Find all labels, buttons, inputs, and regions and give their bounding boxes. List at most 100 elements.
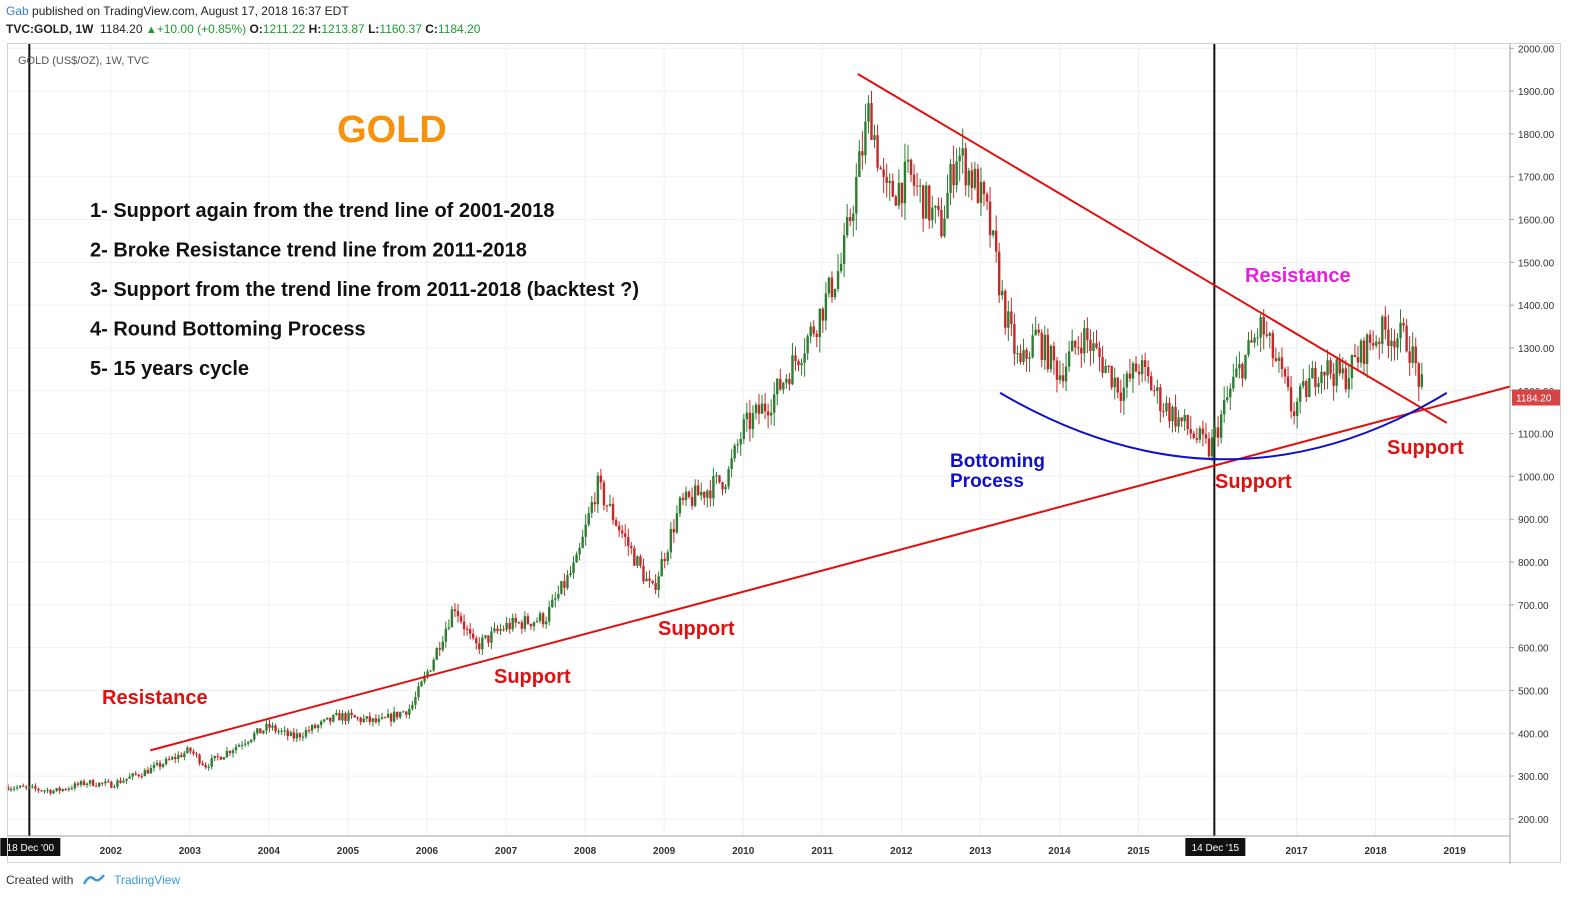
candle-body xyxy=(441,641,444,650)
x-tick-label: 2006 xyxy=(416,846,439,857)
note-3: 3- Support from the trend line from 2011… xyxy=(90,279,639,301)
candle-body xyxy=(684,491,688,501)
y-tick-label: 1800.00 xyxy=(1518,130,1555,141)
candle-body xyxy=(1067,351,1071,367)
candle-body xyxy=(338,713,341,721)
chart-title: GOLD (US$/OZ), 1W, TVC xyxy=(18,55,149,67)
candle-body xyxy=(1387,329,1390,346)
candle-body xyxy=(253,733,256,740)
candle-body xyxy=(548,607,551,622)
candle-body xyxy=(721,482,724,490)
tradingview-link[interactable]: TradingView xyxy=(114,873,181,887)
candle-body xyxy=(633,548,636,566)
candle-body xyxy=(1235,368,1238,377)
y-tick-label: 400.00 xyxy=(1518,729,1549,740)
candle-body xyxy=(493,628,496,632)
candle-body xyxy=(882,169,885,177)
candle-body xyxy=(1302,381,1305,387)
candle-body xyxy=(1192,433,1195,439)
note-1: 1- Support again from the trend line of … xyxy=(90,200,555,222)
candle-body xyxy=(602,482,606,506)
candle-body xyxy=(496,628,499,632)
candle-body xyxy=(1107,365,1110,367)
candle-body xyxy=(408,708,411,715)
candle-body xyxy=(395,711,399,718)
candle-body xyxy=(1074,340,1077,348)
candle-body xyxy=(268,723,271,728)
candle-body xyxy=(1195,438,1199,440)
candle-body xyxy=(432,659,435,671)
candle-body xyxy=(800,362,803,366)
candle-body xyxy=(1143,360,1147,367)
candle-body xyxy=(733,445,736,459)
candle-body xyxy=(994,230,998,252)
candle-body xyxy=(9,788,13,791)
candle-body xyxy=(122,780,125,783)
candle-body xyxy=(712,476,715,499)
candle-body xyxy=(1086,328,1089,340)
candle-body xyxy=(1247,340,1250,355)
author-link[interactable]: Gab xyxy=(6,4,29,18)
candle-body xyxy=(161,764,165,767)
candle-body xyxy=(997,251,1001,296)
candle-body xyxy=(478,643,481,650)
candle-body xyxy=(399,712,402,718)
candle-body xyxy=(505,622,508,630)
candle-body xyxy=(67,788,71,790)
candle-body xyxy=(915,185,919,187)
candle-body xyxy=(730,458,733,470)
low-value: 1160.37 xyxy=(379,22,422,36)
candle-body xyxy=(459,616,463,622)
candle-body xyxy=(1162,411,1165,413)
candle-body xyxy=(1165,402,1168,412)
note-2: 2- Broke Resistance trend line from 2011… xyxy=(90,240,527,262)
candle-body xyxy=(201,763,204,765)
candle-body xyxy=(1280,357,1284,369)
candle-body xyxy=(1207,438,1211,457)
candle-body xyxy=(1274,358,1278,361)
candle-body xyxy=(769,412,773,416)
candle-body xyxy=(195,753,198,755)
candle-body xyxy=(806,336,809,354)
candle-body xyxy=(15,787,19,789)
candle-body xyxy=(985,194,989,202)
candle-body xyxy=(724,486,727,490)
candle-body xyxy=(839,263,843,272)
candle-body xyxy=(970,170,974,188)
candle-body xyxy=(776,378,779,395)
candle-body xyxy=(216,755,219,757)
candle-body xyxy=(43,790,46,792)
candle-body xyxy=(797,360,800,366)
candle-body xyxy=(1353,354,1357,358)
candle-body xyxy=(715,475,718,477)
x-tick-label: 2004 xyxy=(258,846,281,857)
candle-body xyxy=(651,580,654,584)
x-tick-label: 2005 xyxy=(337,846,360,857)
y-axis: 200.00 300.00 400.00 500.00 600.00 700.00 800.… xyxy=(1509,44,1560,864)
candle-body xyxy=(891,180,894,197)
candle-body xyxy=(1222,399,1226,415)
candle-body xyxy=(654,583,657,590)
candle-body xyxy=(630,546,633,549)
candle-body xyxy=(82,781,86,785)
candle-body xyxy=(873,135,876,140)
candle-body xyxy=(1396,338,1399,348)
candle-body xyxy=(243,743,247,745)
candle-body xyxy=(131,773,134,777)
candle-body xyxy=(1004,290,1007,328)
candle-body xyxy=(572,562,575,574)
label-support-4: Support xyxy=(1387,437,1464,459)
candle-body xyxy=(101,782,104,784)
candle-body xyxy=(1064,366,1068,382)
candle-body xyxy=(128,776,131,779)
candle-body xyxy=(909,159,913,175)
candle-body xyxy=(465,629,469,631)
candle-body xyxy=(1095,343,1098,348)
candle-body xyxy=(380,717,384,719)
candle-body xyxy=(627,536,630,547)
candle-body xyxy=(1168,402,1171,422)
candle-body xyxy=(1356,357,1360,363)
candle-body xyxy=(696,485,700,496)
candle-body xyxy=(1204,434,1208,439)
